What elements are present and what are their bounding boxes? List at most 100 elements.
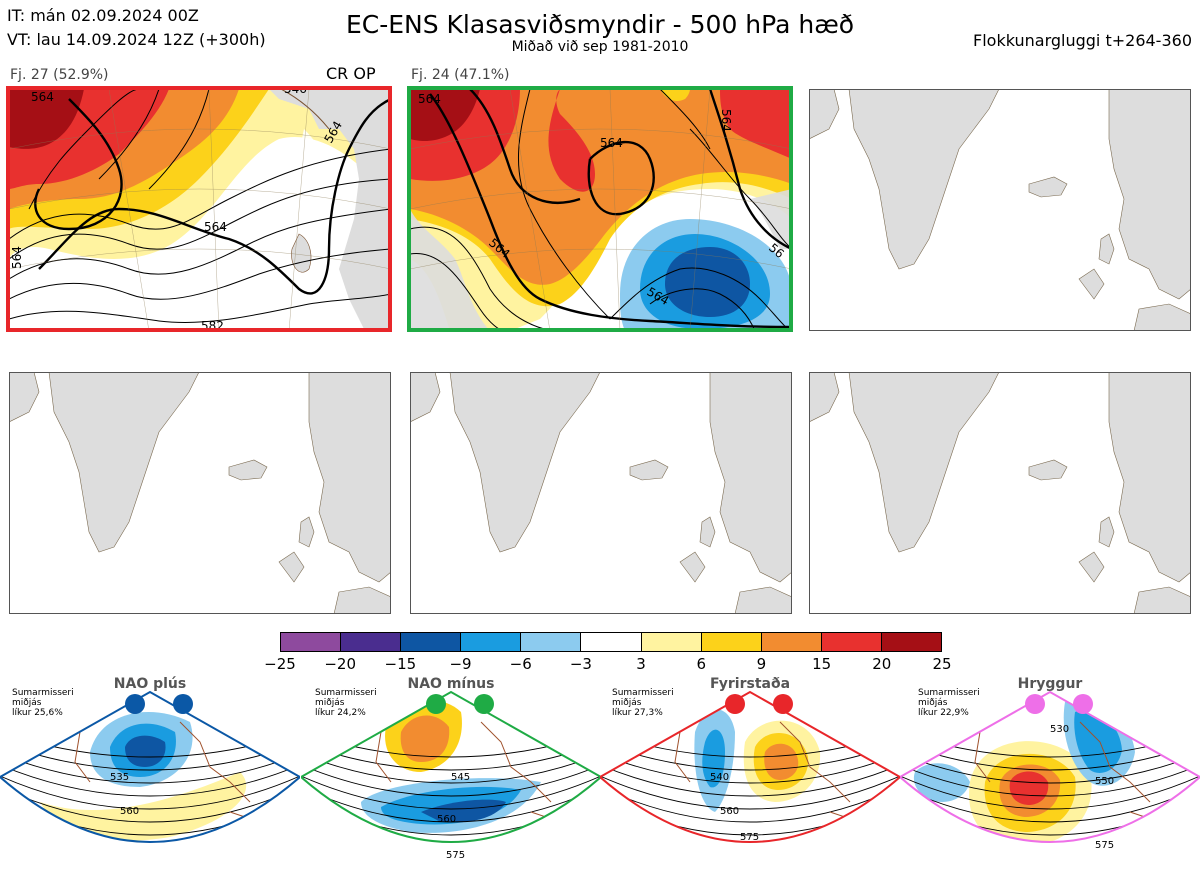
cluster-map-6[interactable] [809, 372, 1191, 614]
contour-label: 564 [418, 92, 441, 106]
height-contour [301, 764, 601, 797]
regime-marker [1025, 694, 1045, 714]
cluster-map-2[interactable]: 564 564 564 564 56 564 [407, 86, 793, 332]
colorbar-tick-label: −20 [324, 655, 356, 673]
colorbar-tick-label: 20 [872, 655, 892, 673]
regime-info: Sumarmisseri miðjás líkur 27,3% [612, 688, 674, 718]
valid-time: VT: lau 14.09.2024 12Z (+300h) [7, 30, 266, 49]
colorbar-segment [641, 633, 702, 651]
page-title: EC-ENS Klasasviðsmyndir - 500 hPa hæð [345, 10, 855, 39]
colorbar-tick-label: −9 [449, 655, 472, 673]
land-shape [709, 372, 792, 583]
contour-label: 564 [31, 90, 54, 104]
regime-marker [173, 694, 193, 714]
height-contour [600, 764, 900, 797]
regime-marker [773, 694, 793, 714]
contour-label: 530 [1050, 724, 1069, 735]
land-shape [48, 372, 200, 553]
height-contour [600, 786, 900, 823]
colorbar-tick-label: −6 [509, 655, 532, 673]
height-contour [0, 786, 300, 823]
cluster-map-3-graphic [809, 89, 1191, 331]
land-shape [1028, 459, 1068, 481]
colorbar-tick-label: 9 [756, 655, 767, 673]
colorbar [280, 632, 942, 652]
regime-title: NAO plús [113, 676, 187, 692]
regime-blocking: 540 560 575 Fyrirstaða Sumarmisseri miðjás l… [600, 672, 900, 871]
height-contour [0, 775, 300, 810]
contour-label: 560 [120, 806, 139, 817]
cluster-1-badge: CR OP [326, 64, 376, 83]
height-contour [900, 764, 1200, 797]
classification-window: Flokkunargluggi t+264-360 [973, 31, 1192, 50]
cluster-1-label: Fj. 27 (52.9%) [10, 67, 109, 83]
regime-title: NAO mínus [407, 676, 495, 692]
regime-marker [125, 694, 145, 714]
land-shape [734, 586, 792, 614]
regime-ridge-map: 530 550 575 [900, 690, 1200, 851]
regime-marker [426, 694, 446, 714]
colorbar-tick-label: −25 [264, 655, 296, 673]
regime-marker [1073, 694, 1093, 714]
cluster-map-5-graphic [410, 372, 792, 614]
anomaly-shading [764, 743, 799, 780]
regime-nao-minus: 545 560 575 NAO mínus Sumarmisseri miðjás lí… [301, 672, 601, 871]
height-contour [301, 786, 601, 823]
contour-label: 546 [284, 89, 307, 96]
regime-info: Sumarmisseri miðjás líkur 24,2% [315, 688, 377, 718]
cluster-map-1-graphic: 564 564 546 564 582 564 [9, 89, 391, 331]
colorbar-segment [341, 633, 402, 651]
regime-nao-plus-map: 535 560 [0, 690, 300, 843]
cluster-map-4[interactable] [9, 372, 391, 614]
land-shape [333, 586, 391, 614]
colorbar-tick-label: 3 [636, 655, 646, 673]
contour-label: 575 [1095, 840, 1114, 851]
contour-label: 564 [204, 220, 227, 234]
contour-label: 550 [1095, 776, 1114, 787]
cluster-map-6-graphic [809, 372, 1191, 614]
cluster-map-1[interactable]: 564 564 546 564 582 564 [6, 86, 392, 332]
regime-border [301, 690, 601, 843]
regime-border [900, 690, 1200, 843]
regime-marker [474, 694, 494, 714]
anomaly-shading [125, 735, 166, 767]
regime-ridge: 530 550 575 Hryggur Sumarmisseri miðjás líku… [900, 672, 1200, 871]
land-shape [1108, 89, 1191, 300]
height-contour [0, 764, 300, 797]
contour-label: 535 [110, 772, 129, 783]
land-shape [298, 516, 315, 548]
height-contour [600, 753, 900, 784]
contour-label: 564 [600, 136, 623, 150]
anomaly-shading [421, 799, 506, 823]
regime-nao-plus: 535 560 NAO plús Sumarmisseri miðjás líkur … [0, 672, 300, 871]
regime-info: Sumarmisseri miðjás líkur 25,6% [12, 688, 74, 718]
anomaly-shading [40, 772, 247, 841]
colorbar-tick-label: 25 [932, 655, 952, 673]
land-shape [449, 372, 601, 553]
regime-blocking-map: 540 560 575 [600, 690, 900, 843]
land-shape [228, 459, 268, 481]
contour-label: 575 [446, 850, 465, 861]
contour-label: 560 [437, 814, 456, 825]
land-shape [9, 372, 40, 423]
colorbar-segment [821, 633, 882, 651]
initial-time: IT: mán 02.09.2024 00Z [7, 6, 199, 25]
cluster-map-3[interactable] [809, 89, 1191, 331]
height-contour [600, 775, 900, 810]
land-shape [1098, 233, 1115, 265]
land-shape [809, 89, 840, 140]
land-shape [1078, 551, 1105, 583]
height-contour [900, 786, 1200, 823]
cluster-2-label: Fj. 24 (47.1%) [411, 67, 510, 83]
anomaly-shading [913, 763, 970, 802]
regime-border [0, 690, 300, 843]
contour-label: 545 [451, 772, 470, 783]
contour-label: 582 [201, 319, 224, 331]
cluster-map-5[interactable] [410, 372, 792, 614]
regime-info: Sumarmisseri miðjás líkur 22,9% [918, 688, 980, 718]
contour-label: 560 [720, 806, 739, 817]
land-shape [410, 372, 441, 423]
colorbar-tick-label: −3 [569, 655, 592, 673]
land-shape [1078, 268, 1105, 300]
land-shape [848, 372, 1000, 553]
